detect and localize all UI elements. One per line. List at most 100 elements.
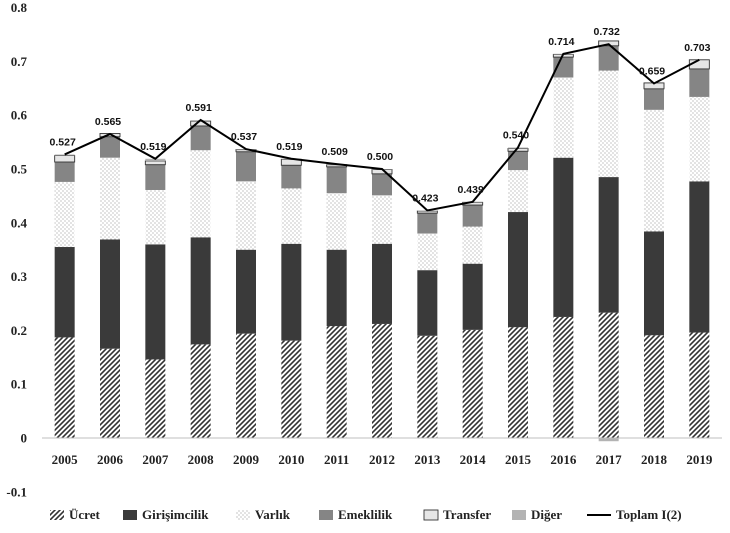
x-tick-label: 2005: [52, 452, 79, 467]
y-tick-label: 0.4: [11, 215, 28, 230]
total-data-label: 0.537: [231, 131, 257, 143]
bar-segment-ücret: [644, 335, 664, 438]
x-tick-label: 2011: [324, 452, 349, 467]
bar-segment-ücret: [236, 333, 256, 438]
bar-segment-varlık: [326, 193, 347, 250]
bar-segment-varlık: [462, 226, 483, 264]
bar-segment-ücret: [326, 326, 347, 438]
bar-segment-varlık: [417, 233, 438, 271]
bar-segment-ücret: [190, 344, 211, 438]
bar-segment-varlık: [54, 181, 75, 248]
y-tick-label: 0.7: [11, 54, 28, 69]
bar-segment-varlık: [508, 170, 528, 213]
x-tick-label: 2015: [505, 452, 532, 467]
bar-segment-girişimcilik: [190, 237, 211, 345]
bar-segment-girişimcilik: [372, 243, 392, 324]
x-tick-label: 2006: [97, 452, 124, 467]
bar-segment-girişimcilik: [326, 249, 347, 327]
bar-segment-ücret: [462, 329, 483, 438]
bar-segment-transfer: [144, 160, 166, 166]
bar-segment-varlık: [553, 77, 574, 158]
x-tick-label: 2018: [641, 452, 668, 467]
x-tick-label: 2017: [596, 452, 623, 467]
bar-segment-girişimcilik: [598, 177, 619, 313]
x-tick-label: 2013: [414, 452, 441, 467]
x-tick-label: 2016: [550, 452, 577, 467]
x-tick-label: 2009: [233, 452, 260, 467]
bar-segment-diğer: [54, 154, 75, 156]
bar-segment-emeklilik: [54, 162, 75, 182]
total-data-label: 0.439: [458, 184, 484, 196]
bar-segment-ücret: [281, 340, 302, 438]
legend-swatch: [236, 510, 250, 520]
total-data-label: 0.527: [50, 136, 76, 148]
total-data-label: 0.540: [503, 129, 529, 141]
bar-segment-emeklilik: [689, 68, 710, 97]
bar-segment-girişimcilik: [689, 181, 710, 333]
x-tick-label: 2010: [278, 452, 304, 467]
bar-segment-ücret: [553, 316, 574, 438]
bar-segment-girişimcilik: [54, 247, 75, 338]
y-tick-label: 0.1: [11, 377, 27, 392]
total-data-label: 0.519: [276, 141, 302, 153]
legend-label: Transfer: [443, 507, 491, 522]
bar-segment-diğer: [598, 438, 619, 442]
bar-segment-ücret: [100, 348, 120, 438]
total-data-label: 0.703: [684, 42, 710, 54]
total-data-label: 0.423: [412, 192, 438, 204]
bar-segment-varlık: [190, 150, 211, 238]
bar-segment-girişimcilik: [508, 212, 528, 328]
bar-segment-ücret: [508, 327, 528, 438]
x-axis: 2005 2006 2007 2008 2009 2010 2011 2012 2013 2014…: [42, 437, 722, 467]
bar-segment-girişimcilik: [236, 249, 256, 334]
bar-segment-girişimcilik: [281, 243, 302, 341]
bar-segment-varlık: [372, 195, 392, 244]
legend-swatch: [423, 509, 439, 521]
x-tick-label: 2008: [188, 452, 215, 467]
total-data-label: 0.509: [322, 146, 348, 158]
legend-label: Girişimcilik: [142, 507, 209, 522]
y-tick-label: 0.2: [11, 323, 27, 338]
bar-segment-emeklilik: [145, 164, 166, 190]
bar-segment-varlık: [145, 189, 166, 245]
bar-segment-transfer: [54, 155, 76, 163]
total-data-label: 0.500: [367, 151, 393, 163]
total-data-label: 0.732: [594, 26, 620, 38]
bar-segment-emeklilik: [372, 173, 392, 196]
bar-segment-girişimcilik: [145, 244, 166, 360]
total-data-label: 0.519: [140, 141, 166, 153]
bar-segment-emeklilik: [100, 136, 120, 158]
x-tick-label: 2012: [369, 452, 395, 467]
bar-segment-ücret: [417, 335, 438, 438]
legend: Ücret Girişimcilik Varlık Emeklilik Transfer…: [50, 507, 682, 522]
bar-segment-emeklilik: [326, 166, 347, 194]
bar-segment-varlık: [598, 70, 619, 178]
y-tick-label: 0: [21, 431, 28, 446]
bar-segment-girişimcilik: [417, 270, 438, 336]
bar-segment-varlık: [100, 157, 120, 240]
bar-segment-emeklilik: [644, 88, 664, 110]
y-tick-label: 0.3: [11, 269, 28, 284]
bar-segment-emeklilik: [417, 213, 438, 234]
y-tick-label: 0.5: [11, 162, 28, 177]
bar-segment-girişimcilik: [462, 263, 483, 330]
bar-segment-emeklilik: [462, 205, 483, 227]
legend-swatch: [123, 510, 137, 520]
total-line-layer: 0.527 0.565 0.519 0.591 0.537 0.519 0.509 0.500…: [50, 26, 711, 212]
bar-segment-girişimcilik: [553, 157, 574, 317]
y-axis: -0.1 0 0.1 0.2 0.3 0.4 0.5 0.6 0.7 0.8: [6, 0, 27, 499]
total-data-label: 0.565: [95, 116, 121, 128]
legend-label: Varlık: [255, 507, 291, 522]
bar-segment-ücret: [372, 323, 392, 438]
legend-label: Emeklilik: [338, 507, 393, 522]
total-data-label: 0.714: [548, 36, 574, 48]
bar-segment-ücret: [598, 312, 619, 438]
bar-segment-emeklilik: [190, 125, 211, 151]
bar-segment-emeklilik: [598, 45, 619, 71]
bar-segment-varlık: [236, 181, 256, 250]
legend-label: Diğer: [531, 507, 562, 522]
bar-stacks: [54, 40, 710, 442]
x-tick-label: 2014: [460, 452, 487, 467]
bar-segment-ücret: [54, 337, 75, 438]
